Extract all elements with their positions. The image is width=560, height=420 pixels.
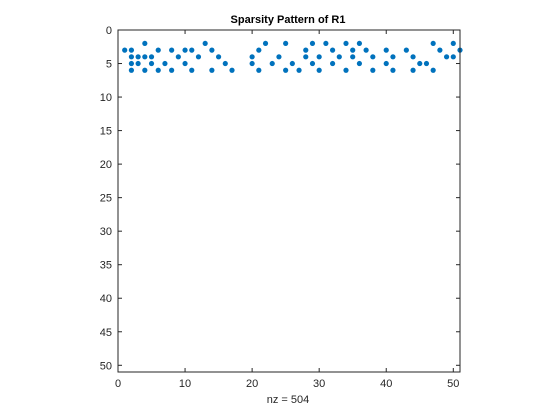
nonzero-marker: [431, 68, 436, 73]
nonzero-marker: [390, 68, 395, 73]
nonzero-marker: [176, 54, 181, 59]
nonzero-marker: [169, 48, 174, 53]
nonzero-marker: [357, 41, 362, 46]
nonzero-marker: [129, 48, 134, 53]
nonzero-marker: [350, 54, 355, 59]
nonzero-marker: [142, 68, 147, 73]
nonzero-marker: [142, 41, 147, 46]
nonzero-marker: [162, 61, 167, 66]
nonzero-marker: [290, 61, 295, 66]
nonzero-marker: [310, 61, 315, 66]
nonzero-marker: [129, 54, 134, 59]
nonzero-marker: [276, 54, 281, 59]
nonzero-marker: [370, 54, 375, 59]
nonzero-marker: [203, 41, 208, 46]
nonzero-marker: [323, 41, 328, 46]
nonzero-marker: [136, 54, 141, 59]
nonzero-marker: [404, 48, 409, 53]
nonzero-marker: [431, 41, 436, 46]
nonzero-marker: [303, 48, 308, 53]
x-tick-label: 0: [115, 378, 121, 390]
nonzero-marker: [256, 48, 261, 53]
chart-title: Sparsity Pattern of R1: [231, 14, 346, 26]
x-axis-label: nz = 504: [267, 394, 310, 406]
nonzero-marker: [156, 48, 161, 53]
nonzero-marker: [216, 54, 221, 59]
x-tick-label: 50: [447, 378, 459, 390]
nonzero-marker: [303, 54, 308, 59]
nonzero-marker: [343, 41, 348, 46]
nonzero-marker: [196, 54, 201, 59]
x-tick-label: 10: [179, 378, 191, 390]
nonzero-marker: [296, 68, 301, 73]
nonzero-marker: [209, 68, 214, 73]
nonzero-marker: [310, 41, 315, 46]
nonzero-marker: [263, 41, 268, 46]
nonzero-marker: [149, 61, 154, 66]
nonzero-marker: [417, 61, 422, 66]
y-tick-label: 40: [100, 293, 112, 305]
plot-area: [118, 30, 460, 372]
y-tick-label: 15: [100, 126, 112, 138]
y-tick-label: 5: [106, 59, 112, 71]
nonzero-marker: [129, 61, 134, 66]
nonzero-marker: [149, 54, 154, 59]
nonzero-marker: [229, 68, 234, 73]
nonzero-marker: [189, 68, 194, 73]
nonzero-marker: [283, 41, 288, 46]
nonzero-marker: [357, 61, 362, 66]
nonzero-marker: [122, 48, 127, 53]
y-tick-label: 0: [106, 25, 112, 37]
nonzero-marker: [182, 48, 187, 53]
nonzero-marker: [437, 48, 442, 53]
y-tick-label: 10: [100, 92, 112, 104]
y-tick-label: 45: [100, 327, 112, 339]
nonzero-marker: [364, 48, 369, 53]
nonzero-marker: [424, 61, 429, 66]
nonzero-marker: [410, 68, 415, 73]
nonzero-marker: [410, 54, 415, 59]
nonzero-marker: [330, 48, 335, 53]
nonzero-marker: [209, 48, 214, 53]
nonzero-marker: [343, 68, 348, 73]
y-tick-label: 50: [100, 360, 112, 372]
nonzero-marker: [250, 61, 255, 66]
nonzero-marker: [317, 54, 322, 59]
nonzero-marker: [317, 68, 322, 73]
nonzero-marker: [451, 54, 456, 59]
nonzero-marker: [350, 48, 355, 53]
nonzero-marker: [444, 54, 449, 59]
nonzero-marker: [156, 68, 161, 73]
nonzero-marker: [390, 54, 395, 59]
x-tick-label: 40: [380, 378, 392, 390]
nonzero-marker: [384, 61, 389, 66]
nonzero-marker: [223, 61, 228, 66]
nonzero-marker: [169, 68, 174, 73]
nonzero-marker: [129, 68, 134, 73]
nonzero-marker: [337, 54, 342, 59]
nonzero-marker: [256, 68, 261, 73]
y-tick-label: 35: [100, 260, 112, 272]
nonzero-marker: [250, 54, 255, 59]
nonzero-marker: [451, 41, 456, 46]
nonzero-marker: [142, 54, 147, 59]
y-tick-label: 25: [100, 193, 112, 205]
nonzero-marker: [270, 61, 275, 66]
nonzero-marker: [384, 48, 389, 53]
y-tick-label: 30: [100, 226, 112, 238]
nonzero-marker: [182, 61, 187, 66]
y-tick-label: 20: [100, 159, 112, 171]
nonzero-marker: [283, 68, 288, 73]
nonzero-marker: [370, 68, 375, 73]
x-tick-label: 30: [313, 378, 325, 390]
x-tick-label: 20: [246, 378, 258, 390]
nonzero-marker: [189, 48, 194, 53]
nonzero-marker: [330, 61, 335, 66]
nonzero-marker: [136, 61, 141, 66]
